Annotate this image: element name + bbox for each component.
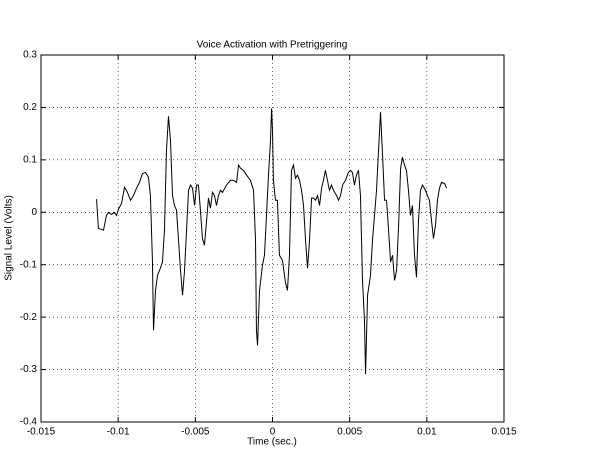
y-axis-label: Signal Level (Volts) — [4, 195, 15, 281]
y-tick-label: -0.2 — [20, 312, 38, 323]
chart-title: Voice Activation with Pretriggering — [197, 40, 348, 51]
y-tick-label: 0.3 — [23, 50, 37, 61]
y-tick-label: 0.2 — [23, 102, 37, 113]
y-tick-label: -0.3 — [20, 364, 38, 375]
x-tick-label: 0.01 — [417, 427, 437, 438]
x-tick-label: -0.005 — [181, 427, 210, 438]
y-tick-label: -0.1 — [20, 259, 38, 270]
y-tick-label: 0 — [31, 207, 37, 218]
y-tick-label: 0.1 — [23, 154, 37, 165]
axes-box — [40, 54, 505, 423]
signal-line — [96, 108, 448, 375]
x-tick-label: 0.005 — [337, 427, 362, 438]
x-tick-label: 0.015 — [491, 427, 516, 438]
y-tick-label: -0.4 — [20, 417, 38, 428]
x-tick-label: 0 — [270, 427, 276, 438]
x-axis-label: Time (sec.) — [247, 437, 297, 448]
x-tick-label: -0.01 — [107, 427, 130, 438]
x-tick-label: -0.015 — [27, 427, 56, 438]
